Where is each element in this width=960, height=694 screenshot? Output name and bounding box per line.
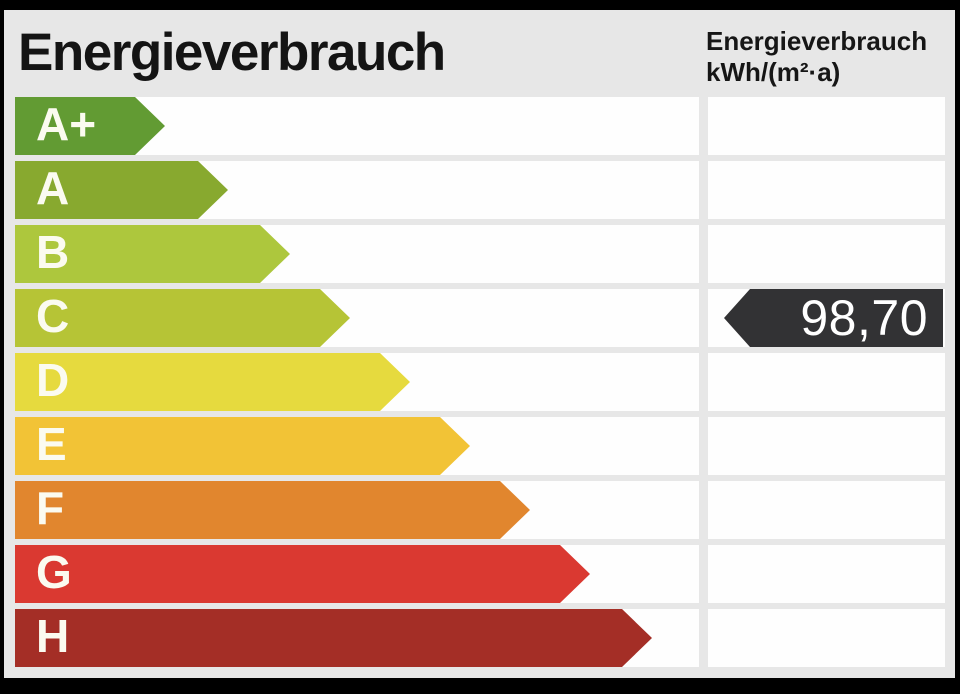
bar-label: H (36, 610, 70, 662)
energy-row-b: B (15, 225, 945, 283)
unit-header-line1: Energieverbrauch (706, 26, 928, 56)
value-cell (708, 545, 945, 603)
unit-header: Energieverbrauch kWh/(m²·a) (706, 26, 927, 88)
energy-bar-d: D (15, 353, 410, 411)
label-background: Energieverbrauch Energieverbrauch kWh/(m… (4, 10, 955, 678)
bar-label: B (36, 226, 70, 278)
bar-label: D (36, 354, 70, 406)
energy-bar-a-plus: A+ (15, 97, 165, 155)
energy-bar-g: G (15, 545, 590, 603)
value-cell (708, 225, 945, 283)
energy-row-h: H (15, 609, 945, 667)
bar-track: E (15, 417, 699, 475)
bar-label: G (36, 546, 72, 598)
energy-row-c: C 98,70 (15, 289, 945, 347)
bar-track: D (15, 353, 699, 411)
bar-track: A+ (15, 97, 699, 155)
bar-label: A+ (36, 98, 97, 150)
energy-row-f: F (15, 481, 945, 539)
bar-track: F (15, 481, 699, 539)
value-badge-text: 98,70 (800, 290, 928, 346)
bar-label: F (36, 482, 65, 534)
bar-label: A (36, 162, 70, 214)
energy-bar-a: A (15, 161, 228, 219)
page-title: Energieverbrauch (18, 23, 446, 82)
energy-row-d: D (15, 353, 945, 411)
unit-header-line2: kWh/(m²·a) (706, 57, 841, 87)
energy-row-g: G (15, 545, 945, 603)
bar-track: C (15, 289, 699, 347)
energy-row-a: A (15, 161, 945, 219)
value-cell (708, 609, 945, 667)
energy-bar-e: E (15, 417, 470, 475)
energy-row-a-plus: A+ (15, 97, 945, 155)
energy-bar-b: B (15, 225, 290, 283)
energy-row-e: E (15, 417, 945, 475)
value-cell (708, 353, 945, 411)
bar-track: A (15, 161, 699, 219)
value-cell (708, 417, 945, 475)
bar-track: G (15, 545, 699, 603)
value-badge: 98,70 (724, 289, 943, 347)
bar-label: E (36, 418, 67, 470)
value-cell (708, 161, 945, 219)
bar-track: H (15, 609, 699, 667)
energy-scale: A+ A B (15, 97, 945, 673)
energy-bar-c: C (15, 289, 350, 347)
energy-bar-f: F (15, 481, 530, 539)
bar-label: C (36, 290, 70, 342)
bar-track: B (15, 225, 699, 283)
value-cell: 98,70 (708, 289, 945, 347)
energy-bar-h: H (15, 609, 652, 667)
value-cell (708, 481, 945, 539)
value-cell (708, 97, 945, 155)
